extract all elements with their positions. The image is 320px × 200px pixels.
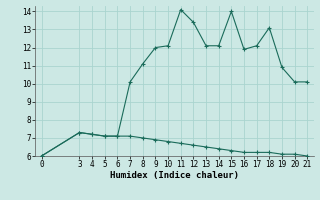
X-axis label: Humidex (Indice chaleur): Humidex (Indice chaleur)	[110, 171, 239, 180]
